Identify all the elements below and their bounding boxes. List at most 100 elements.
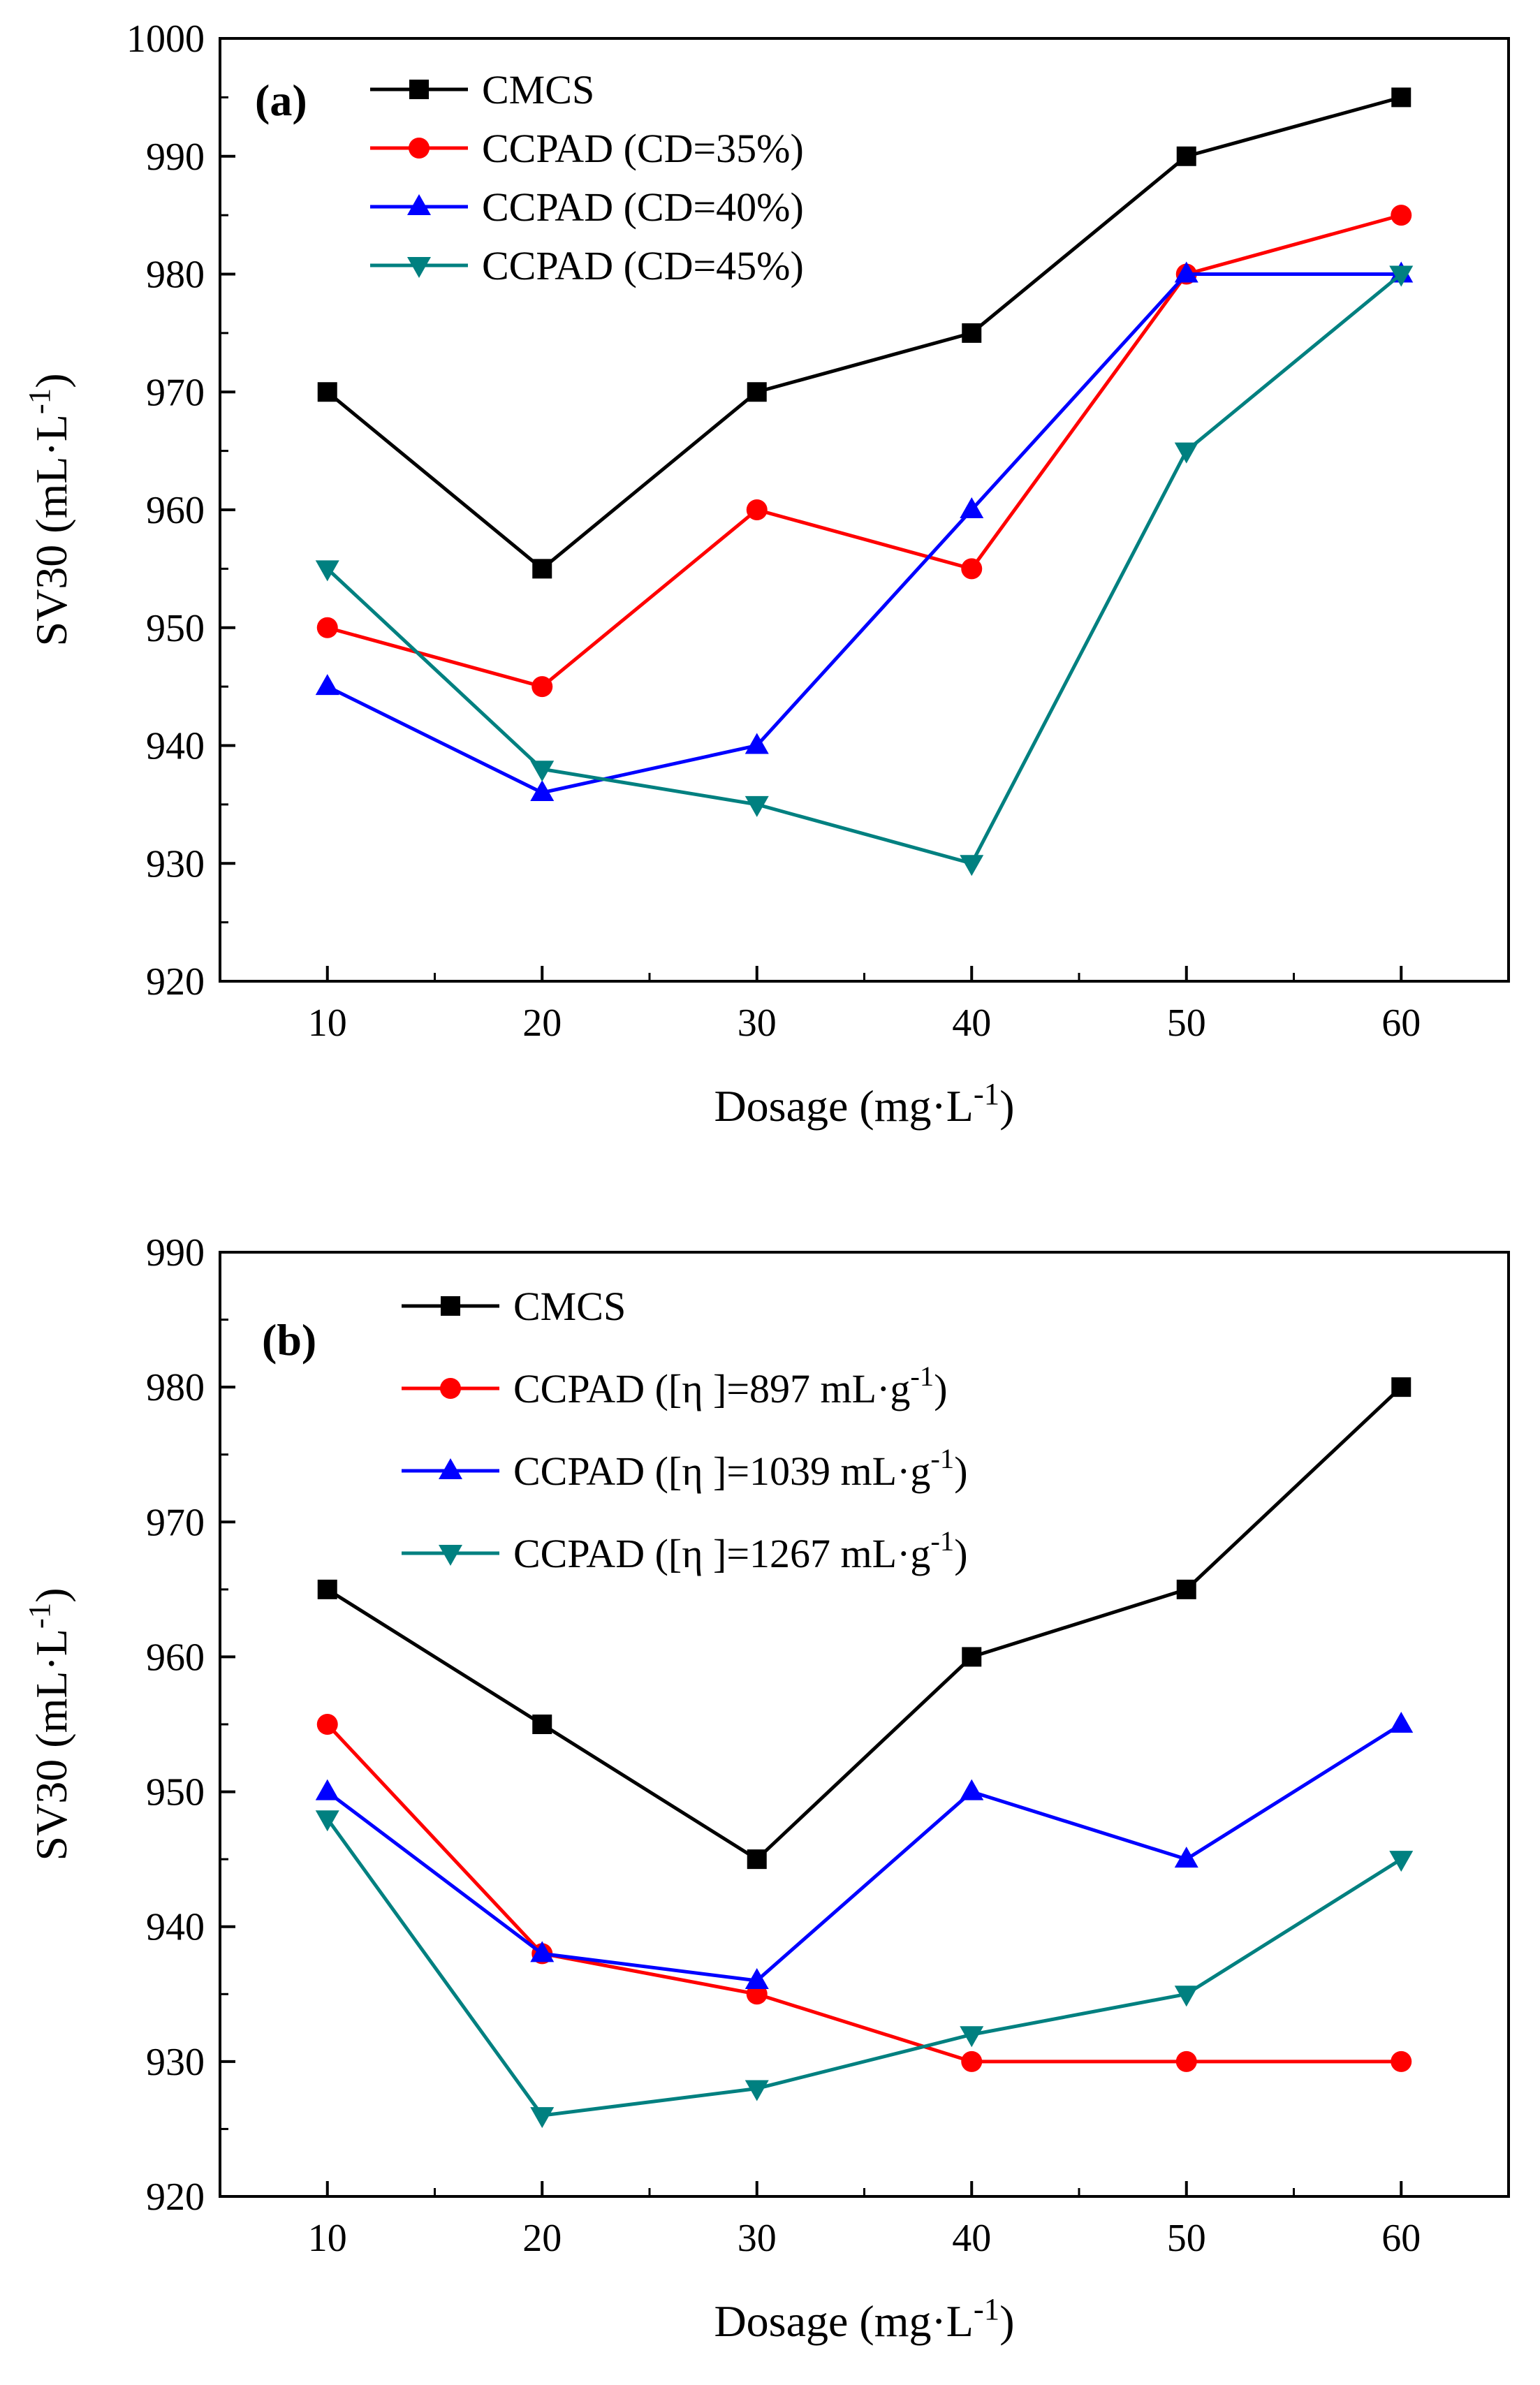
series-line: [326, 95, 1402, 571]
data-point: [530, 2107, 555, 2129]
chart-panel-b: 920 930 940 950 960 970 980 990 10 20 30 40 50 60 Dosa…: [22, 1231, 1510, 2346]
series-line: [325, 1723, 1402, 2064]
legend-label: CCPAD ([η ]=1267 mL·g-1): [513, 1525, 968, 1576]
data-point: [315, 560, 339, 582]
y-tick-label: 930: [146, 2041, 205, 2084]
data-point: [1389, 265, 1414, 287]
data-point: [745, 2080, 769, 2101]
data-point: [1176, 1579, 1196, 1599]
legend-marker: [440, 1378, 461, 1399]
x-tick-label: 30: [738, 1001, 777, 1045]
y-tick-label: 920: [146, 2175, 205, 2219]
legend-label: CCPAD (CD=45%): [482, 243, 804, 288]
data-point: [746, 499, 768, 520]
data-point: [960, 1779, 984, 1800]
data-point: [1391, 87, 1411, 108]
x-tick-label: 10: [308, 2217, 347, 2260]
x-tick-label: 20: [522, 1001, 562, 1045]
data-point: [315, 674, 339, 696]
data-point: [747, 1849, 767, 1870]
data-point: [1389, 1851, 1414, 1872]
data-point: [960, 497, 984, 518]
series-line: [327, 213, 1402, 689]
data-point: [1174, 261, 1198, 283]
legend-marker: [409, 138, 430, 159]
x-tick-label: 60: [1381, 2217, 1421, 2260]
panel-label: (b): [262, 1315, 316, 1365]
x-tick-label: 20: [522, 2217, 562, 2260]
y-tick-label: 920: [146, 960, 205, 1004]
legend-label: CMCS: [482, 67, 594, 112]
x-tick-label: 60: [1381, 1001, 1421, 1045]
data-point: [962, 1647, 982, 1667]
data-point: [317, 1579, 337, 1599]
data-point: [1176, 146, 1196, 166]
data-point: [532, 559, 552, 579]
legend-marker: [441, 1296, 460, 1316]
data-point: [316, 1714, 338, 1735]
y-tick-label: 950: [146, 1771, 205, 1814]
data-point: [531, 676, 553, 698]
data-point: [745, 733, 769, 754]
data-point: [315, 1810, 339, 1832]
x-tick-label: 40: [952, 2217, 991, 2260]
chart-panel-a: 920 930 940 950 960 970 980 990 1000 10 20 30 40 50 60…: [22, 17, 1510, 1131]
data-point: [1175, 2050, 1197, 2072]
x-tick-label: 50: [1167, 1001, 1206, 1045]
y-tick-label: 980: [146, 254, 205, 297]
data-point: [530, 1941, 555, 1962]
x-axis-title: Dosage (mg·L-1): [714, 1076, 1014, 1131]
x-tick-label: 30: [738, 2217, 777, 2260]
y-tick-label: 1000: [126, 17, 205, 61]
y-axis-title: SV30 (mL·L-1): [22, 373, 76, 646]
legend-label: CCPAD ([η ]=897 mL·g-1): [513, 1360, 948, 1411]
data-point: [962, 323, 982, 343]
y-tick-label: 970: [146, 371, 205, 414]
plot-frame: [219, 37, 1510, 983]
series-line: [326, 272, 1402, 795]
y-tick-label: 970: [146, 1501, 205, 1544]
legend-label: CCPAD ([η ]=1039 mL·g-1): [513, 1443, 968, 1494]
data-point: [317, 382, 337, 402]
legend-marker: [407, 194, 431, 215]
data-point: [316, 617, 338, 638]
legend-marker: [439, 1545, 462, 1566]
data-point: [1389, 1712, 1414, 1733]
y-tick-label: 960: [146, 1636, 205, 1679]
y-tick-label: 940: [146, 1906, 205, 1949]
x-tick-label: 50: [1167, 2217, 1206, 2260]
data-point: [1391, 1377, 1411, 1397]
data-point: [745, 795, 769, 817]
series-line: [325, 1817, 1402, 2118]
series-line: [326, 1722, 1402, 1983]
data-point: [1174, 1847, 1198, 1868]
data-point: [1391, 205, 1412, 226]
legend-marker: [407, 257, 431, 278]
y-tick-label: 940: [146, 725, 205, 768]
y-tick-label: 990: [146, 135, 205, 179]
data-point: [961, 558, 983, 580]
data-point: [960, 855, 984, 876]
y-tick-label: 990: [146, 1231, 205, 1275]
data-point: [747, 382, 767, 402]
x-tick-label: 10: [308, 1001, 347, 1045]
data-point: [1174, 442, 1198, 464]
data-point: [1174, 1986, 1198, 2007]
y-tick-label: 980: [146, 1366, 205, 1409]
data-point: [961, 2050, 983, 2072]
data-point: [1391, 2050, 1412, 2072]
series-line: [326, 1386, 1402, 1862]
series-line: [326, 272, 1402, 866]
data-point: [960, 2026, 984, 2048]
data-point: [745, 1967, 769, 1989]
legend-marker: [409, 80, 429, 99]
legend-label: CMCS: [513, 1284, 626, 1329]
y-tick-label: 930: [146, 842, 205, 886]
data-point: [530, 780, 555, 801]
x-tick-label: 40: [952, 1001, 991, 1045]
data-point: [315, 1779, 339, 1800]
panel-label: (a): [255, 75, 307, 125]
y-tick-label: 950: [146, 607, 205, 650]
y-axis-title: SV30 (mL·L-1): [22, 1587, 76, 1861]
